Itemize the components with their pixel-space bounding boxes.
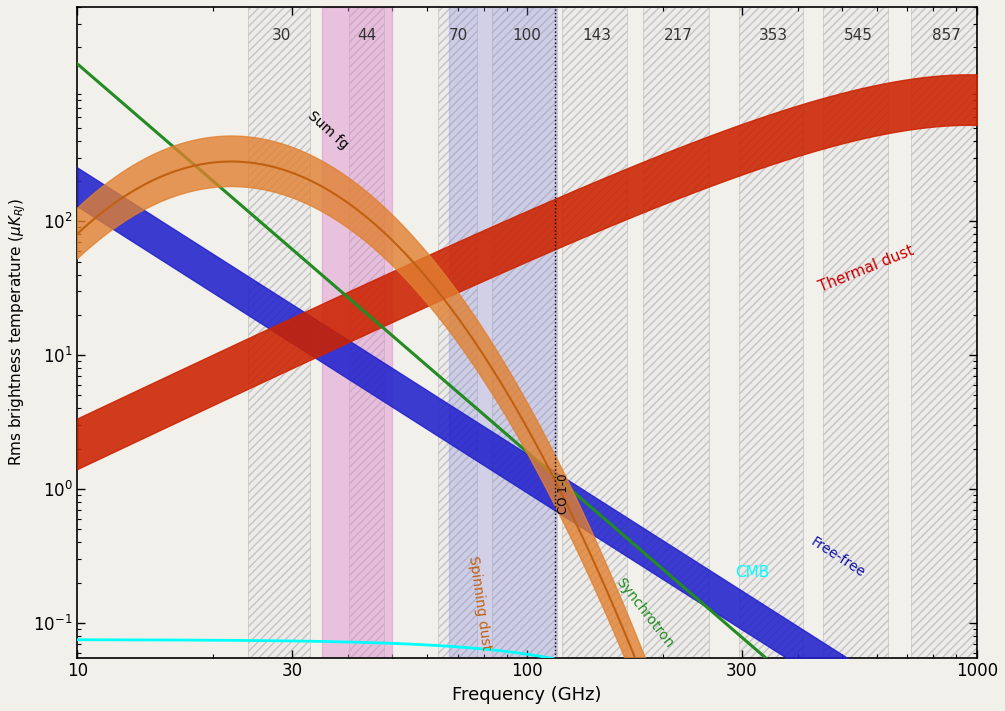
- Text: Spinning dust: Spinning dust: [465, 555, 492, 651]
- Bar: [349, 7, 384, 658]
- Text: 545: 545: [844, 28, 873, 43]
- Bar: [739, 7, 803, 658]
- Text: 70: 70: [449, 28, 468, 43]
- Text: 353: 353: [759, 28, 788, 43]
- Bar: [449, 7, 556, 658]
- Bar: [912, 7, 977, 658]
- Y-axis label: Rms brightness temperature ($\mu K_{RJ}$): Rms brightness temperature ($\mu K_{RJ}$…: [7, 198, 27, 466]
- Text: Synchrotron: Synchrotron: [613, 576, 675, 651]
- Bar: [643, 7, 709, 658]
- Text: 857: 857: [933, 28, 962, 43]
- Bar: [247, 7, 311, 658]
- Bar: [323, 7, 392, 658]
- Text: 100: 100: [513, 28, 542, 43]
- Bar: [823, 7, 888, 658]
- Bar: [492, 7, 557, 658]
- Text: Free-free: Free-free: [808, 535, 867, 580]
- Text: Sum fg: Sum fg: [305, 108, 351, 151]
- Text: CO 1-0: CO 1-0: [557, 474, 570, 514]
- Text: 30: 30: [271, 28, 291, 43]
- Bar: [562, 7, 627, 658]
- Bar: [438, 7, 477, 658]
- Text: 44: 44: [358, 28, 377, 43]
- X-axis label: Frequency (GHz): Frequency (GHz): [452, 686, 602, 704]
- Text: 143: 143: [583, 28, 612, 43]
- Text: CMB: CMB: [736, 565, 770, 580]
- Text: Thermal dust: Thermal dust: [817, 242, 917, 294]
- Text: 217: 217: [664, 28, 693, 43]
